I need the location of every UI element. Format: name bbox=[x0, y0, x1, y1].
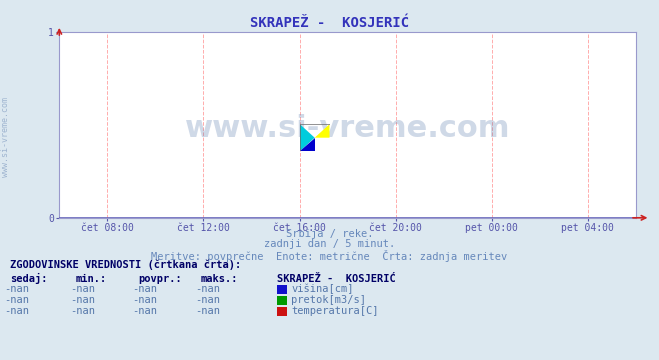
Text: Meritve: povprečne  Enote: metrične  Črta: zadnja meritev: Meritve: povprečne Enote: metrične Črta:… bbox=[152, 250, 507, 262]
Text: -nan: -nan bbox=[195, 295, 220, 305]
Text: www.si-vreme.com: www.si-vreme.com bbox=[1, 97, 10, 177]
Text: ZGODOVINSKE VREDNOSTI (črtkana črta):: ZGODOVINSKE VREDNOSTI (črtkana črta): bbox=[10, 260, 241, 270]
Text: zadnji dan / 5 minut.: zadnji dan / 5 minut. bbox=[264, 239, 395, 249]
Text: -nan: -nan bbox=[4, 284, 29, 294]
Text: pretok[m3/s]: pretok[m3/s] bbox=[291, 295, 366, 305]
Polygon shape bbox=[315, 124, 330, 138]
Text: sedaj:: sedaj: bbox=[10, 273, 47, 284]
Text: -nan: -nan bbox=[4, 295, 29, 305]
Text: -nan: -nan bbox=[195, 306, 220, 316]
Text: -nan: -nan bbox=[70, 306, 95, 316]
Text: maks.:: maks.: bbox=[201, 274, 239, 284]
Text: -nan: -nan bbox=[70, 284, 95, 294]
Text: SKRAPEŽ -  KOSJERIĆ: SKRAPEŽ - KOSJERIĆ bbox=[277, 274, 395, 284]
Text: -nan: -nan bbox=[132, 295, 158, 305]
Text: -nan: -nan bbox=[70, 295, 95, 305]
Text: -nan: -nan bbox=[132, 306, 158, 316]
Polygon shape bbox=[300, 124, 315, 151]
Text: www.si-vreme.com: www.si-vreme.com bbox=[185, 114, 510, 143]
Text: -nan: -nan bbox=[132, 284, 158, 294]
Text: -nan: -nan bbox=[4, 306, 29, 316]
Text: višina[cm]: višina[cm] bbox=[291, 284, 354, 294]
Polygon shape bbox=[300, 138, 315, 151]
Text: SKRAPEŽ -  KOSJERIĆ: SKRAPEŽ - KOSJERIĆ bbox=[250, 16, 409, 30]
Text: -nan: -nan bbox=[195, 284, 220, 294]
Text: temperatura[C]: temperatura[C] bbox=[291, 306, 379, 316]
Text: min.:: min.: bbox=[76, 274, 107, 284]
Text: povpr.:: povpr.: bbox=[138, 274, 182, 284]
Text: Srbija / reke.: Srbija / reke. bbox=[286, 229, 373, 239]
